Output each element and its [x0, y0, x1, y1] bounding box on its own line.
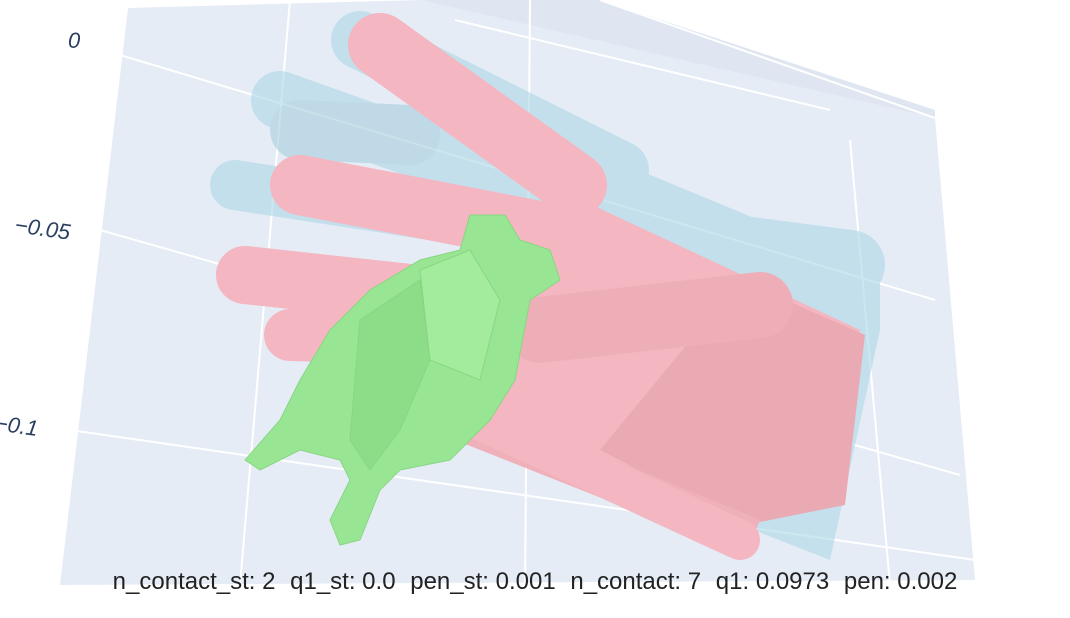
q1-label: q1: 0.0973 [715, 568, 830, 595]
z-tick-1: −0.05 [13, 212, 72, 245]
pen-st-label: pen_st: 0.001 [410, 568, 556, 595]
metrics-annotation: n_contact_st: 2 q1_st: 0.0 pen_st: 0.001… [0, 568, 1070, 596]
n-contact-label: n_contact: 7 [570, 568, 702, 595]
z-tick-0: 0 [68, 28, 81, 53]
pen-label: pen: 0.002 [843, 568, 958, 595]
q1-st-label: q1_st: 0.0 [290, 568, 396, 595]
n-contact-st-label: n_contact_st: 2 [112, 568, 276, 595]
plot-side-wall [420, 0, 935, 118]
z-tick-2: −0.1 [0, 410, 40, 441]
object-mesh [244, 214, 561, 546]
